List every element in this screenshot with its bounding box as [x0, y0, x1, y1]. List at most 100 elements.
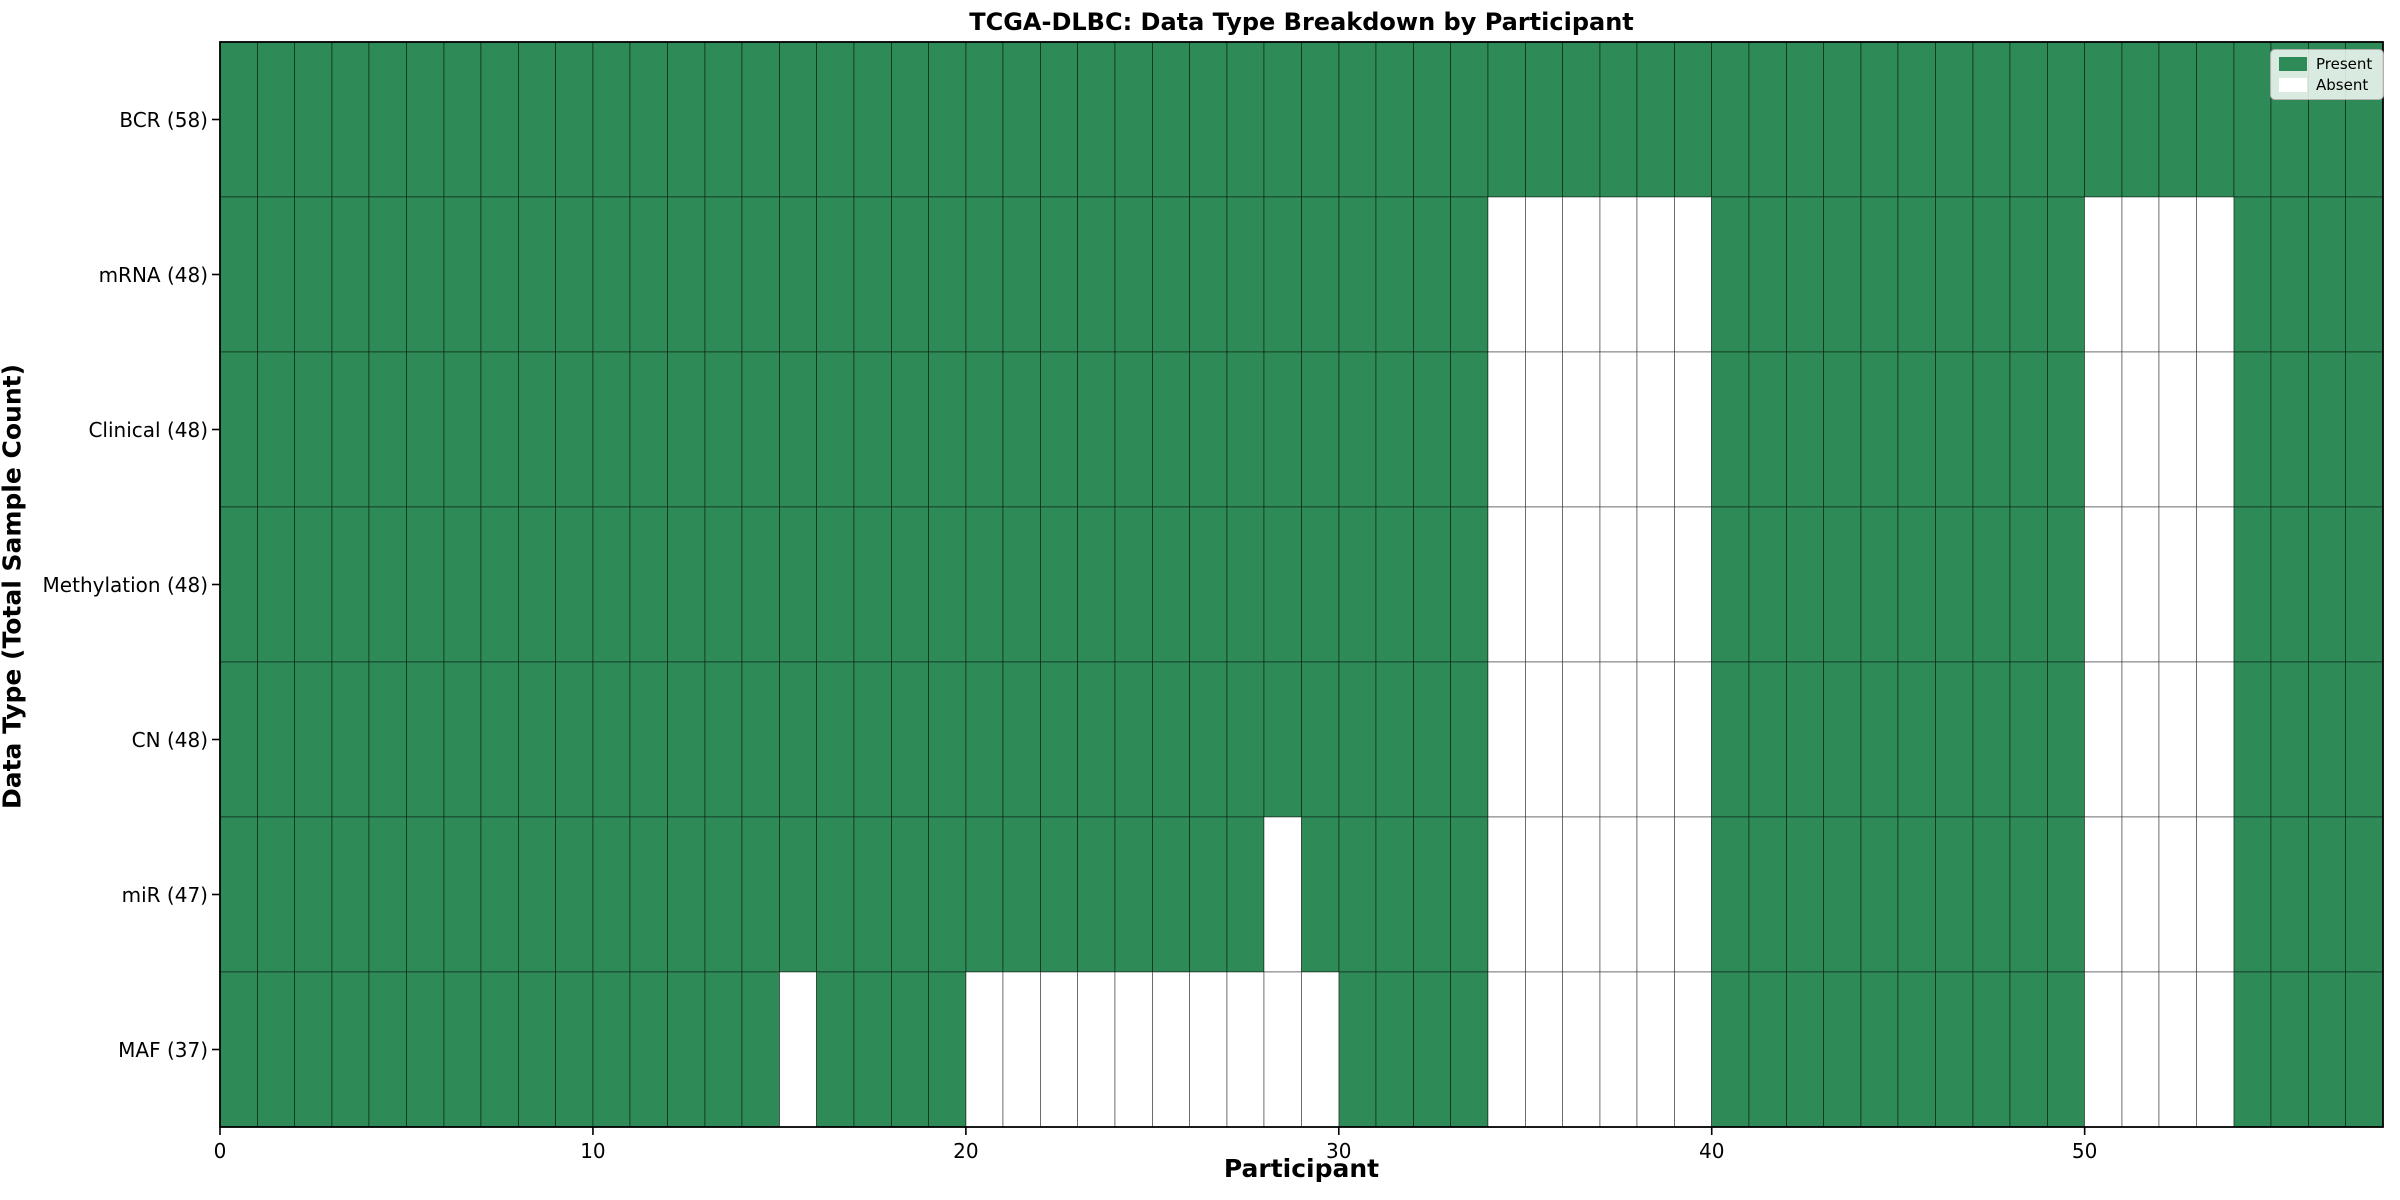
heatmap-cell	[1673, 816, 1713, 973]
heatmap-cell	[1972, 506, 2011, 663]
heatmap-cell	[555, 506, 594, 663]
heatmap-cell	[331, 661, 370, 818]
heatmap-cell	[1934, 816, 1974, 973]
legend-swatch-absent	[2279, 78, 2307, 92]
heatmap-cell	[555, 816, 594, 973]
heatmap-cell	[2158, 506, 2198, 663]
heatmap-cell	[2121, 196, 2160, 353]
heatmap-cell	[1562, 351, 1601, 508]
heatmap-cell	[2046, 41, 2086, 198]
heatmap-cell	[1077, 41, 1116, 198]
heatmap-cell	[2158, 661, 2198, 818]
heatmap-cell	[1263, 816, 1303, 973]
heatmap-cell	[1562, 661, 1601, 818]
heatmap-cell	[1524, 506, 1564, 663]
x-tick-label: 30	[1326, 1139, 1352, 1163]
heatmap-cell	[592, 661, 631, 818]
heatmap-cell	[1039, 196, 1079, 353]
heatmap-cell	[1897, 196, 1936, 353]
heatmap-cell	[368, 816, 407, 973]
heatmap-cell	[1002, 506, 1041, 663]
heatmap-cell	[592, 816, 631, 973]
heatmap-cell	[1114, 196, 1153, 353]
legend-swatch-present	[2279, 57, 2307, 71]
heatmap-cell	[2009, 661, 2048, 818]
heatmap-cell	[2196, 41, 2235, 198]
heatmap-cell	[2046, 661, 2086, 818]
heatmap-cell	[1450, 196, 1489, 353]
heatmap-cell	[1189, 506, 1228, 663]
heatmap-cell	[2084, 661, 2123, 818]
heatmap-cell	[1785, 661, 1825, 818]
heatmap-cell	[555, 351, 594, 508]
heatmap-cell	[778, 351, 818, 508]
heatmap-cell	[1860, 196, 1899, 353]
heatmap-cell	[1226, 816, 1265, 973]
heatmap-cell	[2233, 351, 2272, 508]
heatmap-cell	[890, 661, 930, 818]
heatmap-cell	[816, 351, 855, 508]
heatmap-cell	[1189, 41, 1228, 198]
heatmap-cell	[2270, 816, 2309, 973]
heatmap-cell	[294, 196, 333, 353]
heatmap-cell	[1487, 816, 1526, 973]
heatmap-cell	[331, 506, 370, 663]
heatmap-cell	[1897, 816, 1936, 973]
heatmap-cell	[1002, 816, 1041, 973]
heatmap-cell	[368, 41, 407, 198]
heatmap-cell	[667, 41, 706, 198]
heatmap-cell	[1972, 41, 2011, 198]
heatmap-cell	[1450, 661, 1489, 818]
heatmap-cell	[2084, 351, 2123, 508]
heatmap-cell	[1263, 351, 1303, 508]
heatmap-cell	[1599, 971, 1638, 1128]
heatmap-cell	[1450, 816, 1489, 973]
heatmap-cell	[816, 661, 855, 818]
heatmap-cell	[1524, 971, 1564, 1128]
heatmap-cell	[1860, 41, 1899, 198]
heatmap-cell	[517, 41, 557, 198]
heatmap-cell	[2196, 661, 2235, 818]
heatmap-cell	[1972, 351, 2011, 508]
heatmap-cell	[1599, 196, 1638, 353]
heatmap-cell	[965, 196, 1004, 353]
heatmap-cell	[405, 41, 445, 198]
heatmap-cell	[2046, 506, 2086, 663]
heatmap-cell	[2158, 971, 2198, 1128]
heatmap-cell	[592, 41, 631, 198]
heatmap-cell	[1263, 506, 1303, 663]
heatmap-cell	[629, 41, 669, 198]
heatmap-cell	[816, 41, 855, 198]
heatmap-cell	[1711, 351, 1750, 508]
heatmap-cell	[1562, 971, 1601, 1128]
heatmap-cell	[294, 41, 333, 198]
heatmap-cell	[1487, 661, 1526, 818]
heatmap-cell	[1860, 351, 1899, 508]
heatmap-cell	[2196, 816, 2235, 973]
y-tick-label-bcr: BCR (58)	[119, 107, 208, 132]
heatmap-cell	[219, 196, 258, 353]
heatmap-cell	[2046, 971, 2086, 1128]
heatmap-cell	[704, 196, 743, 353]
heatmap-cell	[1226, 971, 1265, 1128]
heatmap-cell	[2158, 196, 2198, 353]
heatmap-cell	[1412, 971, 1452, 1128]
heatmap-cell	[219, 506, 258, 663]
heatmap-cell	[1151, 661, 1191, 818]
heatmap-cell	[555, 41, 594, 198]
heatmap-cell	[2009, 506, 2048, 663]
heatmap-cell	[2158, 816, 2198, 973]
heatmap-cell	[2121, 971, 2160, 1128]
heatmap-cell	[928, 351, 967, 508]
heatmap-cell	[1934, 971, 1974, 1128]
heatmap-cell	[2158, 351, 2198, 508]
heatmap-cell	[1860, 661, 1899, 818]
heatmap-cell	[592, 351, 631, 508]
heatmap-cell	[2233, 971, 2272, 1128]
heatmap-cell	[1226, 661, 1265, 818]
heatmap-cell	[1151, 351, 1191, 508]
heatmap-cell	[1375, 661, 1414, 818]
heatmap-cell	[219, 971, 258, 1128]
chart-title: TCGA-DLBC: Data Type Breakdown by Partic…	[969, 8, 1634, 36]
